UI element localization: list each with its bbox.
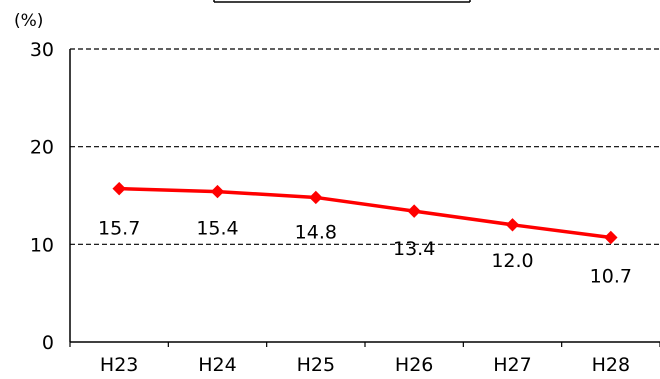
y-tick-label: 20 <box>30 137 54 159</box>
data-label: 15.7 <box>98 218 140 240</box>
data-label: 14.8 <box>295 221 337 243</box>
x-axis-ticks: H23 H24 H25 H26 H27 H28 <box>69 342 660 376</box>
data-label: 12.0 <box>491 250 533 272</box>
data-label: 10.7 <box>590 265 632 287</box>
x-tick-label: H26 <box>395 354 433 376</box>
data-label: 13.4 <box>393 238 435 260</box>
x-tick-label: H24 <box>198 354 236 376</box>
y-tick-label: 0 <box>42 332 54 354</box>
data-point-marker <box>112 181 126 196</box>
grid-lines <box>70 48 660 245</box>
x-tick-label: H27 <box>493 354 531 376</box>
data-point-marker <box>604 230 618 245</box>
data-labels: 15.7 15.4 14.8 13.4 12.0 10.7 <box>98 218 632 288</box>
x-tick-label: H28 <box>592 354 630 376</box>
y-axis-unit: (%) <box>14 11 43 31</box>
y-axis-ticks: 0 10 20 30 <box>30 39 54 354</box>
axes <box>69 49 660 343</box>
data-point-marker <box>309 190 323 205</box>
data-point-marker <box>505 218 520 232</box>
series-layer <box>112 181 618 245</box>
x-tick-label: H25 <box>297 354 335 376</box>
data-label: 15.4 <box>196 218 238 240</box>
series-line <box>119 186 612 240</box>
y-tick-label: 10 <box>30 234 54 256</box>
y-tick-label: 30 <box>30 39 54 61</box>
x-tick-label: H23 <box>100 354 138 376</box>
data-point-marker <box>407 204 421 218</box>
data-point-marker <box>210 184 225 199</box>
